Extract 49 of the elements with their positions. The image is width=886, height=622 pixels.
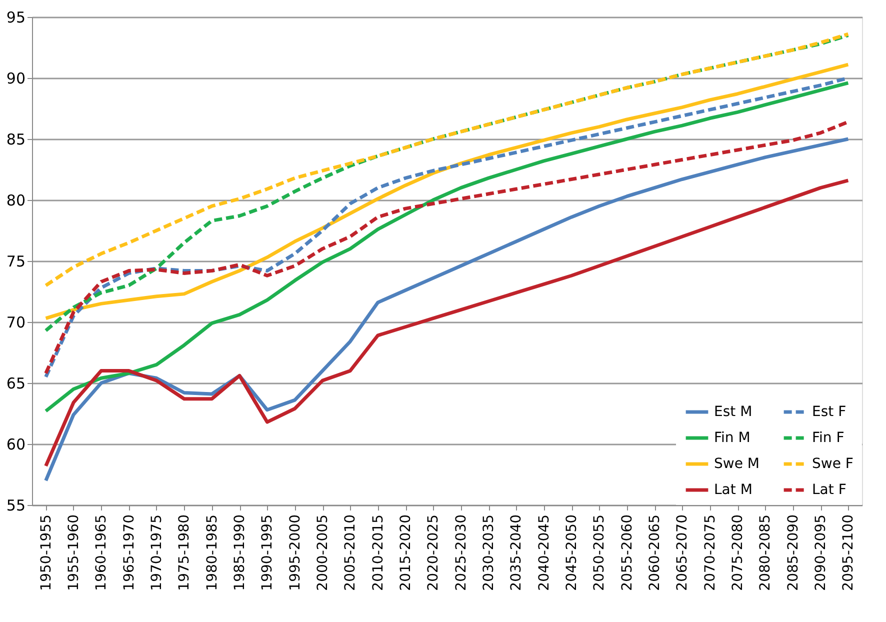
x-tick-label: 2000-2005 [315,514,331,591]
x-tick-label: 1970-1975 [149,514,165,591]
legend-label: Fin F [812,430,844,446]
y-tick-label: 95 [6,8,26,26]
legend-label: Swe M [714,456,760,472]
x-tick-label: 2045-2050 [564,514,580,591]
y-tick-label: 70 [6,314,26,332]
x-tick-label: 2015-2020 [398,514,414,591]
x-tick-label: 2085-2090 [785,514,802,591]
x-tick-label: 2020-2025 [426,514,442,591]
y-tick-label: 85 [6,130,26,148]
y-tick-label: 90 [6,70,26,88]
x-tick-label: 1960-1965 [94,514,110,591]
x-tick-label: 2070-2075 [702,514,718,591]
line-series [44,32,850,288]
x-tick-label: 2090-2095 [813,514,829,591]
legend-label: Lat M [714,482,752,498]
x-tick-label: 2060-2065 [647,514,663,591]
legend-label: Swe F [812,456,854,472]
x-tick-label: 2040-2045 [536,514,552,591]
x-tick-label: 2035-2040 [508,514,525,591]
x-tick-label: 2030-2035 [481,514,497,591]
x-tick-label: 1990-1995 [260,514,276,591]
x-tick-label: 2075-2080 [730,514,746,591]
x-tick-label: 1950-1955 [38,514,54,591]
legend-label: Est M [714,404,752,420]
line-series [44,120,850,375]
legend-label: Lat F [812,482,846,498]
x-tick-label: 1985-1990 [232,514,248,591]
legend-label: Fin M [714,430,750,446]
x-tick-label: 2055-2060 [619,514,636,591]
x-tick-label: 1965-1970 [121,514,138,591]
x-tick-label: 1975-1980 [176,514,193,591]
x-tick-label: 1955-1960 [66,514,82,591]
x-tick-label: 2065-2070 [674,514,691,591]
x-tick-label: 2080-2085 [758,514,774,591]
y-tick-label: 65 [6,374,26,392]
x-tick-label: 2050-2055 [592,514,608,591]
x-tick-label: 2025-2030 [453,514,470,591]
y-tick-label: 55 [6,496,26,514]
y-tick-label: 80 [6,192,26,210]
x-tick-label: 1995-2000 [287,514,304,591]
x-tick-label: 2005-2010 [342,514,359,591]
legend-label: Est F [812,404,846,420]
x-tick-label: 2010-2015 [370,514,386,591]
y-tick-label: 75 [6,252,26,270]
x-tick-label: 2095-2100 [840,514,857,591]
y-tick-label: 60 [6,436,26,454]
x-tick-label: 1980-1985 [204,514,220,591]
